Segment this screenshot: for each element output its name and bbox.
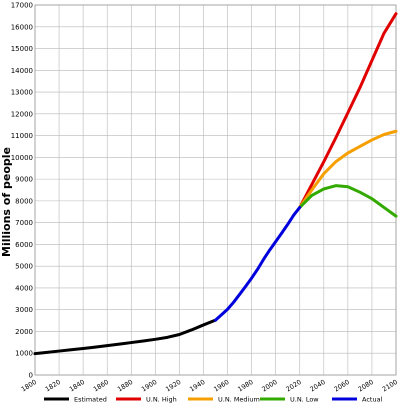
legend-label: U.N. Medium (218, 396, 260, 404)
y-tick-label: 17000 (11, 2, 33, 10)
y-tick-labels: 0 1000 2000 3000 4000 5000 6000 7000 8000 9000 100… (11, 2, 33, 380)
y-tick-label: 5000 (15, 263, 33, 271)
y-tick-label: 1000 (15, 350, 33, 358)
x-tick-label: 1920 (164, 378, 182, 394)
x-tick-label: 1800 (20, 378, 38, 394)
series-line-u-n-medium (298, 129, 398, 209)
y-tick-label: 12000 (11, 110, 33, 118)
x-tick-label: 2020 (285, 378, 303, 394)
y-tick-label: 15000 (11, 45, 33, 53)
y-axis-title: Millions of people (0, 147, 13, 257)
x-tick-label: 2060 (333, 378, 351, 394)
axes (34, 4, 397, 376)
series-line-u-n-high (298, 12, 398, 209)
x-tick-label: 1980 (236, 378, 254, 394)
x-tick-label: 2000 (260, 378, 278, 394)
plot-frame (34, 4, 397, 376)
legend: Estimated U.N. High U.N. Medium U.N. Low Act… (44, 396, 383, 404)
x-tick-label: 1940 (188, 378, 206, 394)
x-tick-label: 2080 (357, 378, 375, 394)
x-tick-label: 2100 (381, 378, 399, 394)
legend-label: Actual (362, 396, 383, 404)
x-tick-label: 1840 (68, 378, 86, 394)
y-tick-label: 11000 (11, 132, 33, 140)
y-tick-label: 14000 (11, 67, 33, 75)
y-tick-label: 16000 (11, 23, 33, 31)
series-lines (33, 12, 398, 356)
x-tick-label: 1880 (116, 378, 134, 394)
x-tick-label: 1860 (92, 378, 110, 394)
y-tick-label: 8000 (15, 197, 33, 205)
x-tick-label: 1900 (140, 378, 158, 394)
legend-label: U.N. Low (290, 396, 319, 404)
y-tick-label: 4000 (15, 284, 33, 292)
y-tick-label: 2000 (15, 328, 33, 336)
legend-label: U.N. High (146, 396, 177, 404)
x-tick-label: 2040 (309, 378, 327, 394)
series-line-estimated (33, 318, 217, 356)
x-tick-label: 1820 (44, 378, 62, 394)
x-tick-labels: 1800 1820 1840 1860 1880 1900 1920 1940 1960 1980… (20, 378, 399, 394)
y-tick-label: 6000 (15, 241, 33, 249)
y-tick-label: 13000 (11, 89, 33, 97)
y-tick-label: 0 (29, 372, 33, 380)
y-tick-label: 10000 (11, 154, 33, 162)
y-tick-label: 9000 (15, 176, 33, 184)
legend-label: Estimated (74, 396, 107, 404)
series-line-actual (214, 205, 302, 322)
y-tick-label: 3000 (15, 306, 33, 314)
x-tick-label: 1960 (212, 378, 230, 394)
y-tick-label: 7000 (15, 219, 33, 227)
series-line-u-n-low (298, 184, 398, 218)
